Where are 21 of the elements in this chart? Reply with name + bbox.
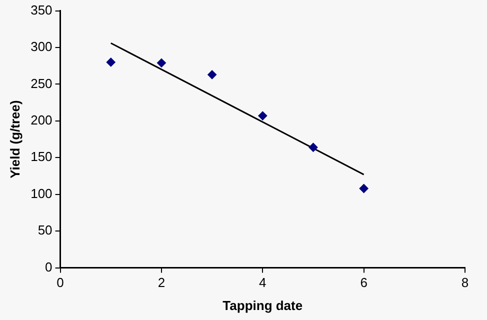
x-tick-label: 2 [158, 275, 166, 290]
y-tick-label: 0 [45, 259, 52, 274]
point [258, 111, 268, 120]
y-axis-title: Yield (g/tree) [7, 100, 22, 178]
y-tick-label: 100 [30, 186, 52, 201]
y-tick-label: 50 [38, 222, 52, 238]
y-tick-label: 300 [30, 39, 52, 54]
y-tick-label: 350 [30, 2, 52, 18]
y-tick-label: 150 [30, 149, 52, 164]
y-tick-label: 250 [30, 76, 52, 91]
x-axis-title: Tapping date [222, 298, 303, 313]
x-tick-label: 0 [56, 275, 64, 290]
x-tick-label: 8 [461, 275, 469, 290]
point [359, 184, 368, 193]
point [106, 58, 116, 67]
point [156, 58, 166, 68]
point [208, 70, 217, 80]
x-tick-label: 4 [259, 275, 266, 290]
point [308, 142, 318, 152]
y-tick-label: 200 [30, 112, 52, 128]
x-tick-label: 6 [360, 275, 368, 290]
